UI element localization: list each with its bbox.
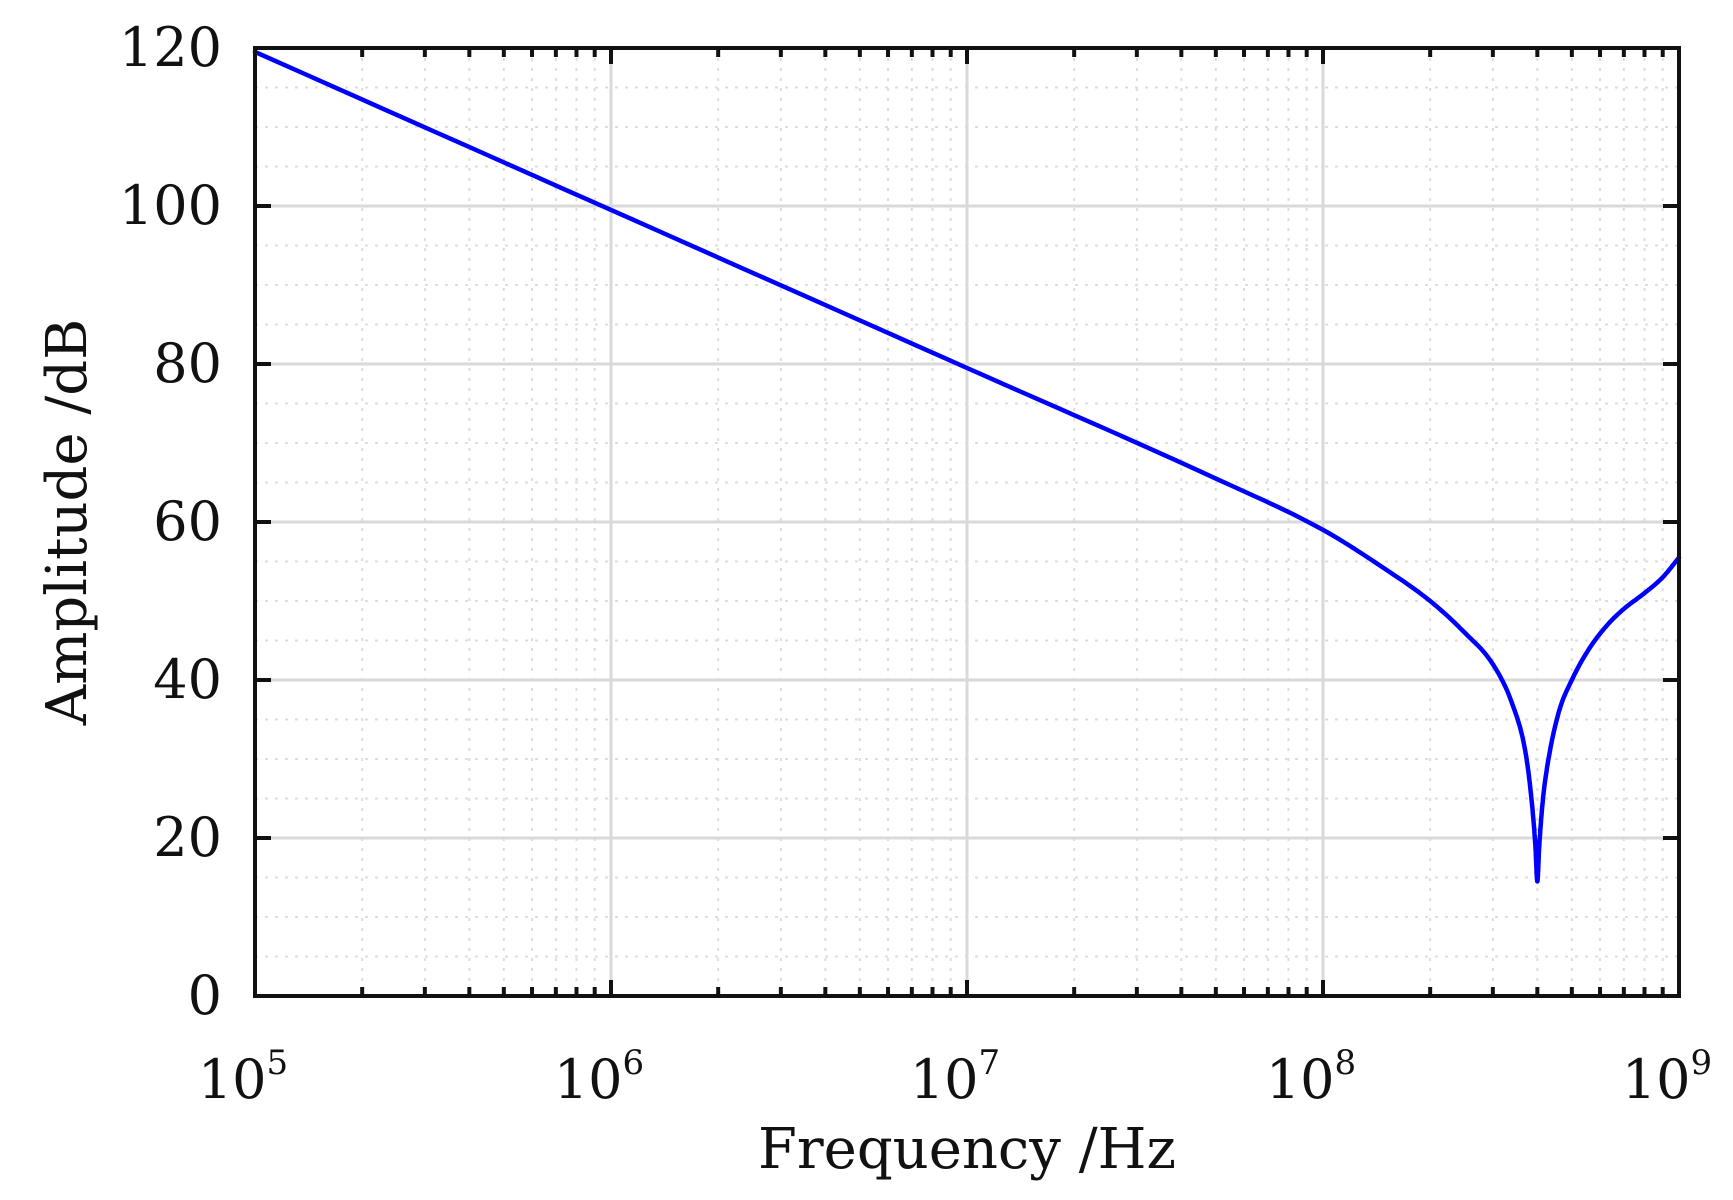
x-tick-label: 106 xyxy=(554,1043,644,1111)
x-tick-label-exponent: 5 xyxy=(267,1043,289,1083)
x-tick-label-base: 10 xyxy=(554,1048,623,1111)
x-tick-label: 107 xyxy=(910,1043,1000,1111)
x-tick-label: 109 xyxy=(1622,1043,1712,1111)
axis-ticks xyxy=(253,46,1681,998)
major-grid xyxy=(255,48,1679,996)
x-axis-title: Frequency /Hz xyxy=(758,1117,1176,1182)
x-tick-label: 105 xyxy=(198,1043,288,1111)
y-tick-label: 60 xyxy=(153,490,222,553)
y-axis-title: Amplitude /dB xyxy=(35,319,100,726)
x-tick-label-base: 10 xyxy=(1266,1048,1335,1111)
series-layer xyxy=(252,49,1682,884)
y-tick-label: 40 xyxy=(153,648,222,711)
x-tick-label-base: 10 xyxy=(1622,1048,1691,1111)
x-tick-label-exponent: 7 xyxy=(979,1043,1001,1083)
x-tick-label-base: 10 xyxy=(910,1048,979,1111)
x-tick-label: 108 xyxy=(1266,1043,1356,1111)
y-tick-label: 80 xyxy=(153,332,222,395)
y-tick-label: 100 xyxy=(119,174,222,237)
series-line-amplitude xyxy=(252,49,1682,884)
y-tick-label: 120 xyxy=(119,16,222,79)
x-tick-label-exponent: 9 xyxy=(1691,1043,1713,1083)
y-tick-labels: 0 20 40 60 80 100 120 xyxy=(119,16,222,1027)
x-tick-label-base: 10 xyxy=(198,1048,267,1111)
y-tick-label: 0 xyxy=(188,964,222,1027)
y-tick-label: 20 xyxy=(153,806,222,869)
x-tick-labels: 105 106 107 108 109 xyxy=(198,1043,1712,1111)
x-tick-label-exponent: 8 xyxy=(1335,1043,1357,1083)
x-tick-label-exponent: 6 xyxy=(623,1043,645,1083)
